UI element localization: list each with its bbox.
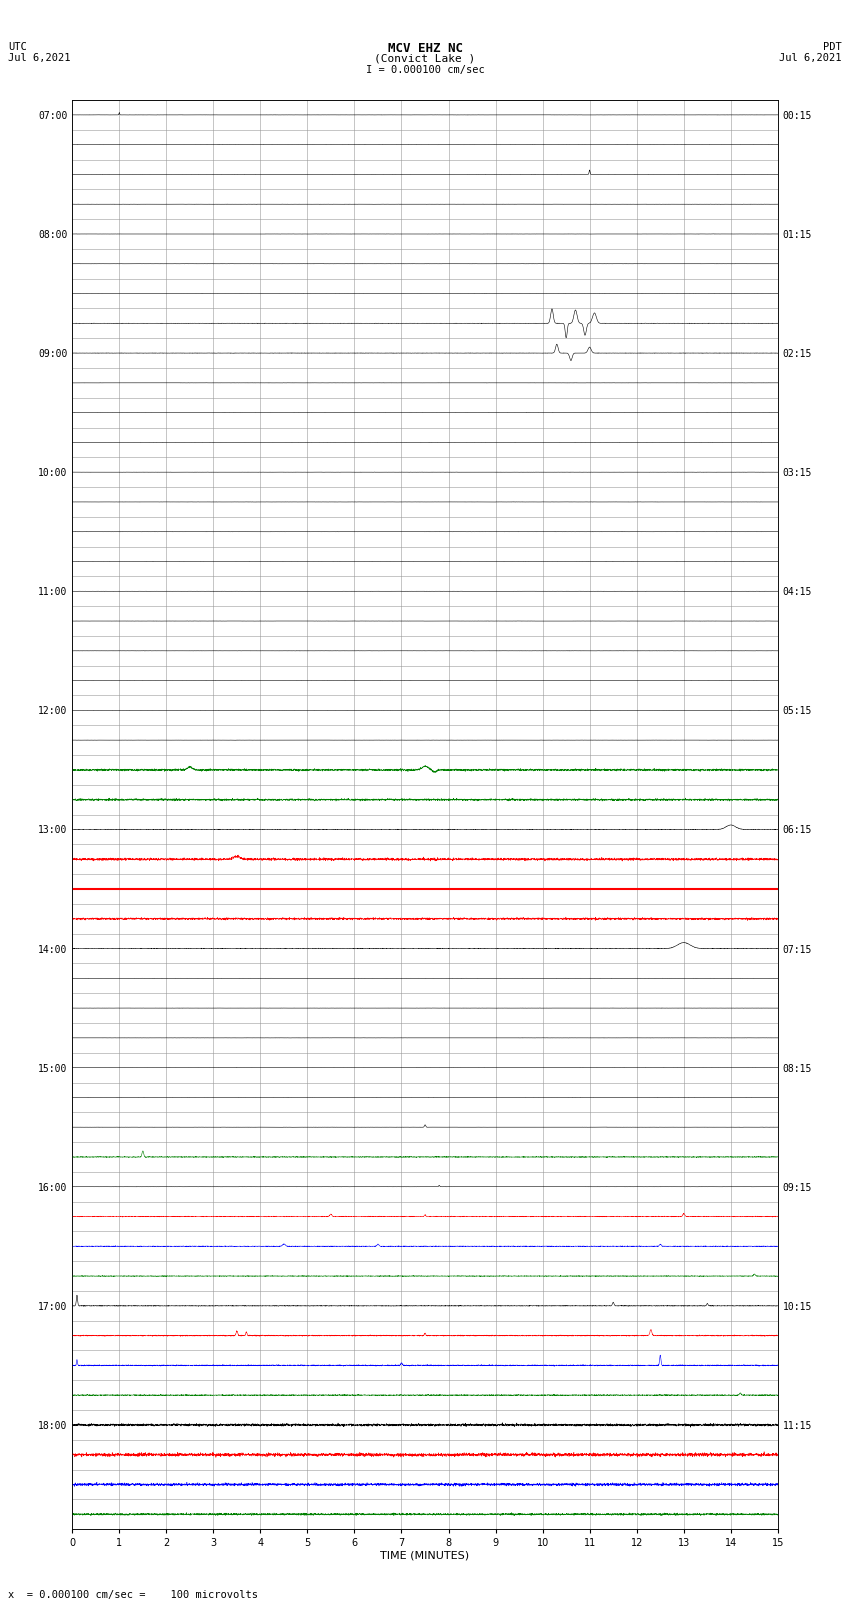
X-axis label: TIME (MINUTES): TIME (MINUTES) (381, 1552, 469, 1561)
Text: MCV EHZ NC: MCV EHZ NC (388, 42, 462, 55)
Text: Jul 6,2021: Jul 6,2021 (8, 53, 71, 63)
Text: Jul 6,2021: Jul 6,2021 (779, 53, 842, 63)
Text: UTC: UTC (8, 42, 27, 52)
Text: (Convict Lake ): (Convict Lake ) (374, 53, 476, 63)
Text: x  = 0.000100 cm/sec =    100 microvolts: x = 0.000100 cm/sec = 100 microvolts (8, 1590, 258, 1600)
Text: PDT: PDT (823, 42, 842, 52)
Text: I = 0.000100 cm/sec: I = 0.000100 cm/sec (366, 65, 484, 74)
